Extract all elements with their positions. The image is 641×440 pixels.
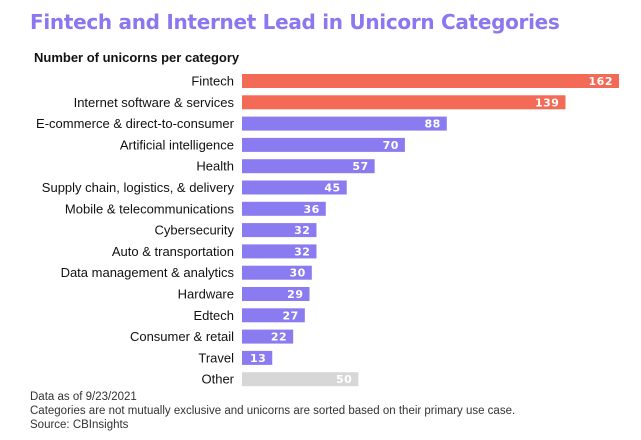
chart-title: Fintech and Internet Lead in Unicorn Cat…: [30, 10, 560, 34]
category-label-fintech: Fintech: [191, 74, 234, 89]
category-label-other: Other: [201, 372, 234, 387]
bar-auto-and-transportation: [242, 244, 317, 259]
bar-travel: [242, 350, 273, 365]
bar-mobile-and-telecommunications: [242, 201, 326, 216]
value-label-mobile-and-telecommunications: 36: [303, 203, 319, 216]
value-label-artificial-intelligence: 70: [383, 139, 399, 152]
bar-supply-chain-logistics-and-delivery: [242, 180, 347, 195]
value-label-cybersecurity: 32: [294, 224, 310, 237]
category-label-artificial-intelligence: Artificial intelligence: [120, 137, 234, 152]
value-label-travel: 13: [250, 352, 266, 365]
category-label-supply-chain-logistics-and-delivery: Supply chain, logistics, & delivery: [42, 180, 235, 195]
category-label-edtech: Edtech: [194, 308, 234, 323]
bar-artificial-intelligence: [242, 137, 405, 152]
value-label-health: 57: [352, 160, 368, 173]
value-label-fintech: 162: [589, 75, 613, 88]
bar-cybersecurity: [242, 223, 317, 238]
bar-fintech: [242, 74, 619, 88]
category-label-cybersecurity: Cybersecurity: [155, 223, 235, 238]
category-label-internet-software-and-services: Internet software & services: [74, 95, 235, 110]
bar-health: [242, 159, 375, 174]
bar-e-commerce-and-direct-to-consumer: [242, 116, 447, 131]
value-label-edtech: 27: [283, 309, 299, 322]
category-label-auto-and-transportation: Auto & transportation: [112, 244, 234, 259]
value-label-internet-software-and-services: 139: [535, 96, 559, 109]
value-label-auto-and-transportation: 32: [294, 245, 310, 258]
chart-subtitle: Number of unicorns per category: [34, 50, 240, 65]
category-label-e-commerce-and-direct-to-consumer: E-commerce & direct-to-consumer: [36, 116, 235, 131]
value-label-other: 50: [336, 373, 352, 386]
value-label-hardware: 29: [287, 288, 303, 301]
value-label-e-commerce-and-direct-to-consumer: 88: [424, 118, 440, 131]
bar-internet-software-and-services: [242, 95, 566, 110]
value-label-data-management-and-analytics: 30: [290, 267, 306, 280]
data-date-note: Data as of 9/23/2021: [30, 391, 137, 403]
category-label-health: Health: [196, 159, 234, 174]
source-note: Source: CBInsights: [30, 419, 129, 431]
bar-edtech: [242, 308, 305, 323]
category-label-hardware: Hardware: [178, 287, 234, 302]
category-label-consumer-and-retail: Consumer & retail: [130, 329, 234, 344]
bar-consumer-and-retail: [242, 329, 294, 344]
methodology-note: Categories are not mutually exclusive an…: [30, 405, 516, 417]
category-label-data-management-and-analytics: Data management & analytics: [61, 265, 235, 280]
value-label-consumer-and-retail: 22: [271, 331, 287, 344]
bar-data-management-and-analytics: [242, 265, 312, 280]
bar-hardware: [242, 287, 310, 301]
category-label-mobile-and-telecommunications: Mobile & telecommunications: [65, 201, 235, 216]
bar-other: [242, 372, 359, 387]
category-label-travel: Travel: [198, 350, 234, 365]
value-label-supply-chain-logistics-and-delivery: 45: [324, 182, 340, 195]
